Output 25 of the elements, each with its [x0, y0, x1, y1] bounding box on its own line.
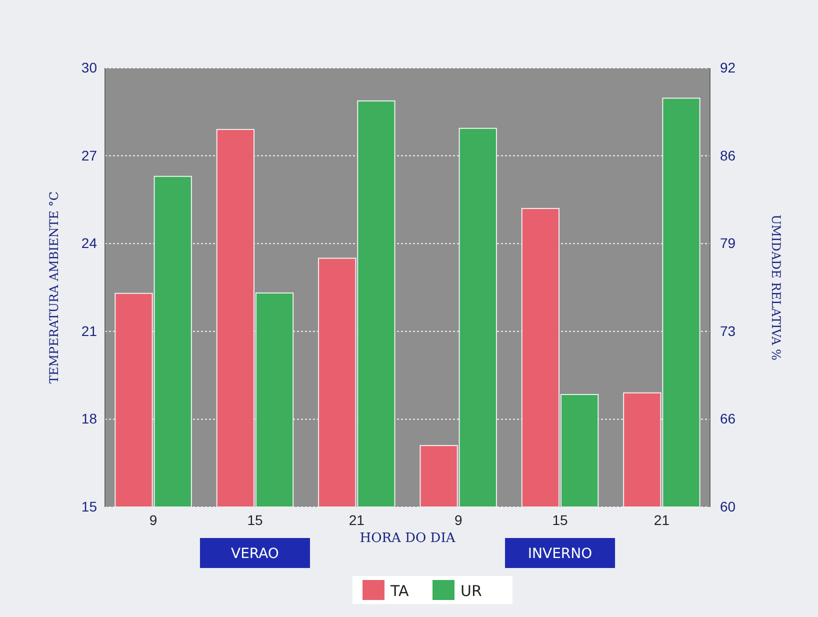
y2-tick-label: 66 [720, 410, 736, 427]
x-tick-label: 15 [552, 512, 568, 528]
y-axis-title: TEMPERATURA AMBIENTE °C [47, 191, 61, 384]
x-tick-label: 9 [149, 512, 158, 528]
y-tick-label: 24 [81, 235, 98, 252]
y-tick-label: 30 [81, 59, 98, 76]
y2-tick-label: 92 [720, 59, 736, 76]
y2-tick-label: 79 [720, 235, 736, 252]
x-tick-label: 9 [454, 512, 462, 528]
x-axis-title: HORA DO DIA [360, 531, 456, 546]
y-tick-label: 18 [81, 410, 98, 427]
legend-label: UR [460, 582, 482, 600]
text: VERAO [231, 546, 279, 562]
x-tick-label: 15 [247, 512, 263, 528]
y2-tick-label: 60 [720, 498, 736, 514]
text: INVERNO [528, 546, 592, 562]
y2-tick-label: 73 [720, 322, 736, 339]
x-tick-label: 21 [654, 512, 670, 528]
y-tick-label: 27 [81, 147, 98, 164]
y2-axis-title: UMIDADE RELATIVA % [769, 214, 783, 360]
legend-label: TA [390, 582, 410, 600]
y2-tick-label: 86 [720, 147, 736, 164]
y-tick-label: 21 [81, 322, 98, 339]
y-tick-label: 15 [81, 498, 98, 514]
x-tick-label: 21 [348, 512, 365, 528]
